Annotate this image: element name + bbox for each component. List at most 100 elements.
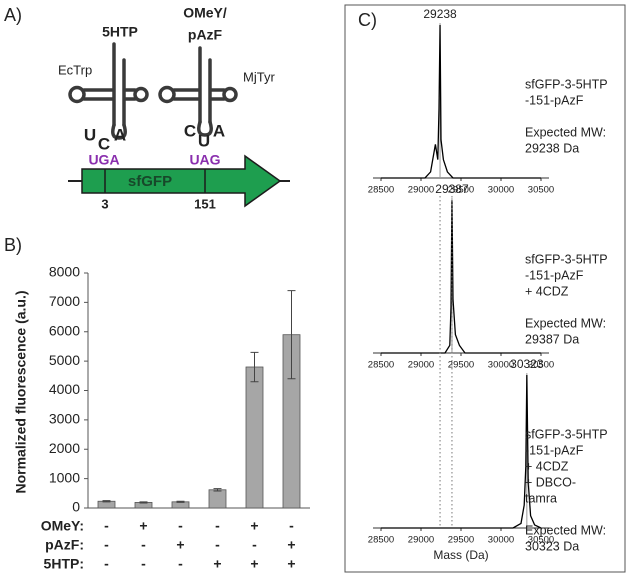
- x-tick-label: 30500: [528, 535, 554, 546]
- codon-position: 151: [194, 196, 216, 211]
- codon: UAG: [189, 152, 220, 168]
- condition-value: -: [252, 537, 257, 553]
- y-tick-label: 2000: [49, 440, 80, 456]
- sample-label: -151-pAzF: [525, 93, 584, 107]
- y-tick-label: 6000: [49, 322, 80, 338]
- panel-label: C): [358, 10, 377, 30]
- x-tick-label: 29500: [448, 185, 474, 196]
- condition-name: OMeY:: [41, 518, 84, 534]
- spectrum: [381, 199, 541, 354]
- condition-value: -: [104, 556, 109, 572]
- gene-name: sfGFP: [128, 173, 172, 190]
- x-tick-label: 30500: [528, 185, 554, 196]
- x-tick-label: 30000: [488, 360, 514, 371]
- codon: UGA: [88, 152, 119, 168]
- amino-acid: 5HTP: [102, 24, 138, 40]
- amino-acid: pAzF: [188, 27, 223, 43]
- condition-value: +: [213, 556, 221, 572]
- condition-value: -: [141, 556, 146, 572]
- condition-value: +: [287, 537, 295, 553]
- x-axis-label: Mass (Da): [433, 548, 488, 562]
- condition-name: pAzF:: [45, 537, 84, 553]
- bar: [208, 489, 227, 509]
- bar: [245, 366, 264, 509]
- condition-value: +: [287, 556, 295, 572]
- y-tick-label: 4000: [49, 381, 80, 397]
- error-bar: [213, 488, 222, 492]
- condition-value: -: [104, 537, 109, 553]
- condition-value: -: [178, 556, 183, 572]
- trna-name: MjTyr: [243, 69, 275, 84]
- x-tick-label: 30500: [528, 360, 554, 371]
- x-tick-label: 28500: [368, 535, 394, 546]
- expected-mw: Expected MW:: [525, 523, 606, 537]
- condition-value: -: [141, 537, 146, 553]
- amino-acid: OMeY/: [183, 5, 227, 21]
- x-tick-label: 28500: [368, 185, 394, 196]
- x-tick-label: 30000: [488, 535, 514, 546]
- sample-label: sfGFP-3-5HTP: [525, 427, 608, 441]
- sample-label: sfGFP-3-5HTP: [525, 77, 608, 91]
- x-tick-label: 29000: [408, 185, 434, 196]
- anticodon: C: [98, 134, 110, 153]
- x-tick-label: 29500: [448, 360, 474, 371]
- trna-name: EcTrp: [58, 62, 92, 77]
- sample-label: tamra: [525, 491, 557, 505]
- x-tick-label: 30000: [488, 185, 514, 196]
- condition-value: -: [215, 518, 220, 534]
- peak-label: 29238: [423, 7, 457, 21]
- error-bar: [250, 351, 259, 383]
- error-bar: [139, 501, 148, 504]
- condition-value: -: [215, 537, 220, 553]
- sample-label: + 4CDZ: [525, 459, 569, 473]
- x-tick-label: 28500: [368, 360, 394, 371]
- sample-label: -151-pAzF: [525, 268, 584, 282]
- x-tick-label: 29000: [408, 535, 434, 546]
- error-bar: [287, 290, 296, 380]
- error-bar: [176, 500, 185, 503]
- x-tick-label: 29500: [448, 535, 474, 546]
- panel-label: A): [4, 5, 22, 25]
- anticodon: U: [84, 125, 96, 144]
- peak-label: 30323: [510, 357, 544, 371]
- condition-name: 5HTP:: [44, 556, 84, 572]
- anticodon: A: [114, 125, 126, 144]
- condition-value: -: [104, 518, 109, 534]
- y-tick-label: 8000: [49, 264, 80, 280]
- condition-value: +: [139, 518, 147, 534]
- codon-position: 3: [101, 196, 108, 211]
- anticodon: U: [198, 131, 210, 150]
- spectrum: [381, 24, 541, 179]
- y-tick-label: 7000: [49, 293, 80, 309]
- condition-value: -: [178, 518, 183, 534]
- y-tick-label: 1000: [49, 469, 80, 485]
- y-tick-label: 0: [72, 499, 80, 515]
- anticodon: C: [184, 121, 196, 140]
- expected-mw: 29387 Da: [525, 332, 579, 346]
- condition-value: -: [289, 518, 294, 534]
- panel-label: B): [4, 235, 22, 255]
- y-tick-label: 5000: [49, 352, 80, 368]
- panel-frame: [344, 4, 626, 573]
- expected-mw: Expected MW:: [525, 125, 606, 139]
- anticodon: A: [213, 121, 225, 140]
- peak-label: 29387: [435, 182, 469, 196]
- trna-2: [158, 46, 238, 137]
- sample-label: + 4CDZ: [525, 284, 569, 298]
- spectrum: [381, 374, 542, 529]
- gene-arrow: [81, 154, 282, 208]
- condition-value: +: [176, 537, 184, 553]
- expected-mw: 29238 Da: [525, 141, 579, 155]
- condition-value: +: [250, 556, 258, 572]
- y-tick-label: 3000: [49, 411, 80, 427]
- expected-mw: Expected MW:: [525, 316, 606, 330]
- sample-label: sfGFP-3-5HTP: [525, 252, 608, 266]
- trna-1: [68, 42, 149, 140]
- condition-value: +: [250, 518, 258, 534]
- error-bar: [102, 500, 111, 503]
- x-tick-label: 29000: [408, 360, 434, 371]
- sample-label: + DBCO-: [525, 475, 576, 489]
- expected-mw: 30323 Da: [525, 539, 579, 553]
- sample-label: -151-pAzF: [525, 443, 584, 457]
